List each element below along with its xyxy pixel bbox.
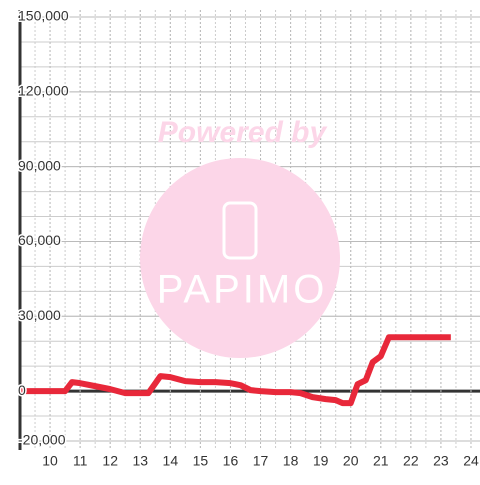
watermark-logo: PAPIMO [157,268,328,312]
x-tick-label: 16 [223,453,239,469]
x-tick-label: 10 [42,453,58,469]
x-tick-label: 18 [283,453,299,469]
watermark-icon [222,201,258,260]
y-tick-label: 0 [18,382,26,398]
x-tick-label: 24 [463,453,479,469]
x-tick-label: 15 [193,453,209,469]
y-tick-label: 150,000 [18,8,69,24]
x-tick-label: 22 [403,453,419,469]
y-tick-label: 90,000 [18,157,61,173]
x-tick-label: 14 [163,453,179,469]
y-tick-label: 30,000 [18,307,61,323]
y-tick-label: -20,000 [18,432,66,448]
x-tick-label: 23 [433,453,449,469]
x-tick-label: 19 [313,453,329,469]
y-tick-label: 120,000 [18,83,69,99]
x-tick-label: 11 [73,453,88,469]
watermark-text: Powered by [158,116,328,149]
line-series [20,334,451,407]
x-tick-label: 21 [373,453,389,469]
x-tick-label: 12 [102,453,118,469]
x-tick-label: 20 [343,453,359,469]
watermark: Powered by PAPIMO [140,116,340,358]
y-tick-label: 60,000 [18,232,61,248]
x-tick-label: 17 [253,453,269,469]
x-tick-label: 13 [132,453,148,469]
